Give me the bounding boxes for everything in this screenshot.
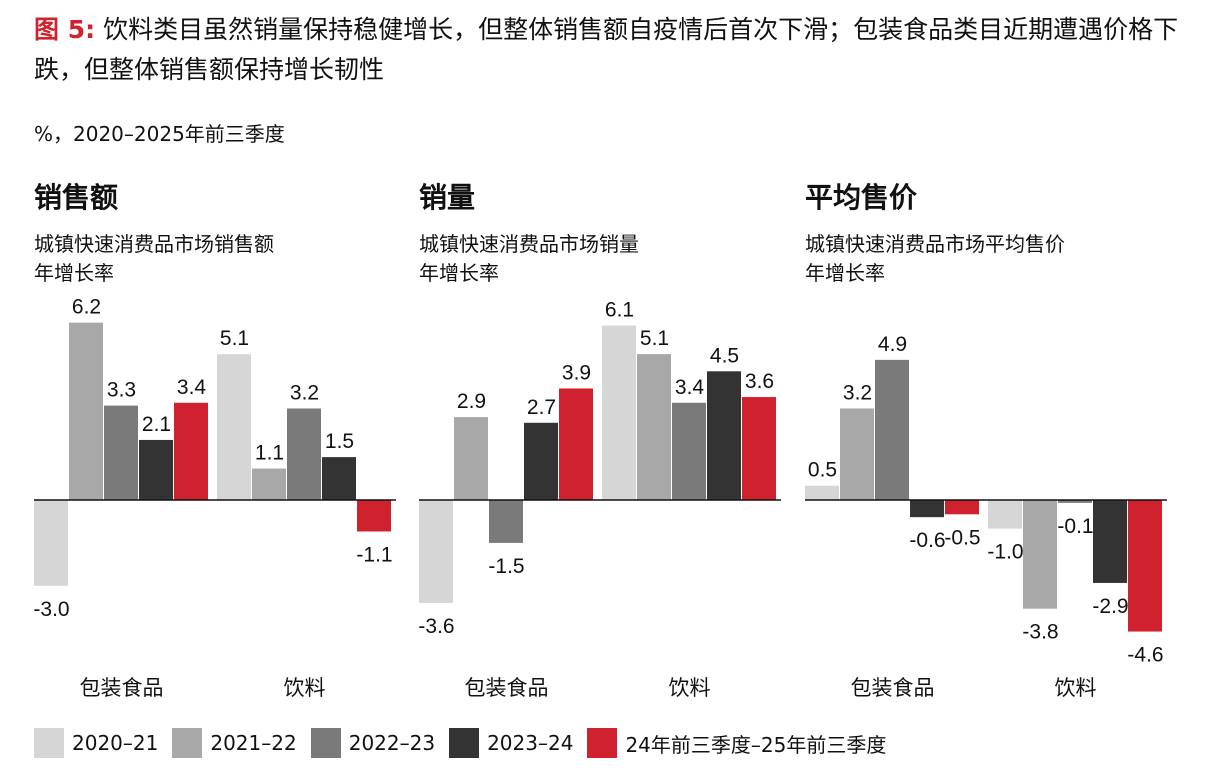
- panel-subtitle-line2: 年增长率: [419, 261, 499, 285]
- data-label: 1.1: [255, 442, 284, 465]
- data-label: 5.1: [640, 327, 669, 350]
- bar: [988, 500, 1022, 529]
- bar: [69, 322, 103, 500]
- data-label: 3.4: [675, 376, 705, 399]
- bar: [805, 485, 839, 500]
- bar: [742, 397, 776, 500]
- panel-subtitle-line1: 城镇快速消费品市场销量: [419, 232, 639, 256]
- bar: [454, 417, 488, 500]
- panel-title-price: 平均售价: [805, 181, 918, 214]
- data-label: 2.1: [142, 413, 171, 436]
- bar: [419, 500, 453, 603]
- category-label: 包装食品: [80, 676, 164, 700]
- bar: [1128, 500, 1162, 632]
- legend-item: 2022–23: [310, 728, 436, 758]
- data-label: 6.1: [605, 299, 634, 322]
- legend-item: 2023–24: [449, 728, 573, 758]
- data-label: 3.2: [290, 381, 319, 404]
- bar: [910, 500, 944, 518]
- legend-swatch: [34, 728, 64, 758]
- panel-subtitle-line1: 城镇快速消费品市场平均售价: [805, 232, 1065, 256]
- bar: [945, 500, 979, 515]
- data-label: 6.2: [72, 296, 101, 319]
- bar: [357, 500, 391, 532]
- legend-swatch: [172, 728, 203, 758]
- legend-item: 24年前三季度–25年前三季度: [587, 728, 886, 758]
- bar: [287, 408, 321, 500]
- data-label: 2.9: [457, 390, 486, 413]
- bar: [637, 354, 671, 500]
- data-label: 5.1: [220, 327, 249, 350]
- category-label: 饮料: [284, 676, 326, 700]
- figure-label: 图 5:: [34, 15, 96, 44]
- data-label: 0.5: [808, 459, 837, 482]
- legend-label: 2021–22: [210, 731, 297, 755]
- legend-label: 2020–21: [72, 731, 159, 755]
- data-label: 3.9: [562, 361, 591, 384]
- bar: [875, 359, 909, 500]
- data-label: 2.7: [527, 396, 556, 419]
- data-label: -1.0: [987, 541, 1023, 564]
- legend-item: 2020–21: [34, 728, 158, 758]
- bar: [34, 500, 68, 586]
- bar: [1093, 500, 1127, 583]
- data-label: -1.5: [488, 555, 524, 578]
- category-label: 包装食品: [465, 676, 549, 700]
- category-label: 饮料: [669, 676, 711, 700]
- bar: [139, 439, 173, 500]
- category-label: 饮料: [1055, 676, 1097, 700]
- panel-subtitle-price: 城镇快速消费品市场平均售价 年增长率: [805, 230, 1065, 288]
- data-label: -4.6: [1127, 644, 1163, 667]
- data-label: -3.8: [1022, 621, 1058, 644]
- bar: [1058, 500, 1092, 503]
- bar: [524, 422, 558, 500]
- data-label: -0.6: [909, 529, 945, 552]
- unit-note: %，2020–2025年前三季度: [34, 122, 285, 146]
- figure-title-text: 饮料类目虽然销量保持稳健增长，但整体销售额自疫情后首次下滑；包装食品类目近期遭遇…: [34, 15, 1179, 84]
- data-label: 1.5: [325, 430, 354, 453]
- data-label: -0.5: [944, 526, 980, 549]
- data-label: 3.2: [843, 381, 872, 404]
- bar: [489, 500, 523, 543]
- figure-title: 图 5: 饮料类目虽然销量保持稳健增长，但整体销售额自疫情后首次下滑；包装食品类…: [34, 10, 1204, 90]
- panel-subtitle-sales: 城镇快速消费品市场销售额 年增长率: [34, 230, 274, 288]
- legend-swatch: [310, 728, 341, 758]
- data-label: 4.9: [878, 333, 907, 356]
- legend: 2020–21 2021–22 2022–23 2023–24 24年前三季度–…: [34, 725, 900, 761]
- bar: [174, 402, 208, 500]
- bar: [217, 354, 251, 500]
- data-label: -1.1: [356, 543, 392, 566]
- panel-subtitle-volume: 城镇快速消费品市场销量 年增长率: [419, 230, 639, 288]
- bar: [707, 371, 741, 500]
- data-label: 3.4: [177, 376, 207, 399]
- data-label: -3.6: [418, 615, 454, 638]
- panel-subtitle-line2: 年增长率: [34, 261, 114, 285]
- category-label: 包装食品: [851, 676, 935, 700]
- data-label: 3.3: [107, 379, 136, 402]
- legend-item: 2021–22: [172, 728, 297, 758]
- data-label: -0.1: [1057, 515, 1093, 538]
- legend-swatch: [587, 728, 618, 758]
- bar: [840, 408, 874, 500]
- data-label: 4.5: [710, 344, 739, 367]
- panel-title-sales: 销售额: [34, 181, 119, 214]
- legend-label: 2023–24: [487, 731, 574, 755]
- data-label: 3.6: [745, 370, 774, 393]
- legend-swatch: [449, 728, 480, 758]
- bar: [559, 388, 593, 500]
- bar: [1023, 500, 1057, 609]
- bar: [104, 405, 138, 500]
- bar: [602, 325, 636, 500]
- panel-subtitle-line2: 年增长率: [805, 261, 885, 285]
- bar: [252, 468, 286, 500]
- bar: [322, 457, 356, 500]
- data-label: -3.0: [33, 598, 69, 621]
- data-label: -2.9: [1092, 595, 1128, 618]
- panel-title-volume: 销量: [419, 181, 476, 214]
- legend-label: 2022–23: [348, 731, 436, 755]
- panel-subtitle-line1: 城镇快速消费品市场销售额: [34, 232, 274, 256]
- legend-label: 24年前三季度–25年前三季度: [625, 732, 887, 757]
- bar: [672, 402, 706, 500]
